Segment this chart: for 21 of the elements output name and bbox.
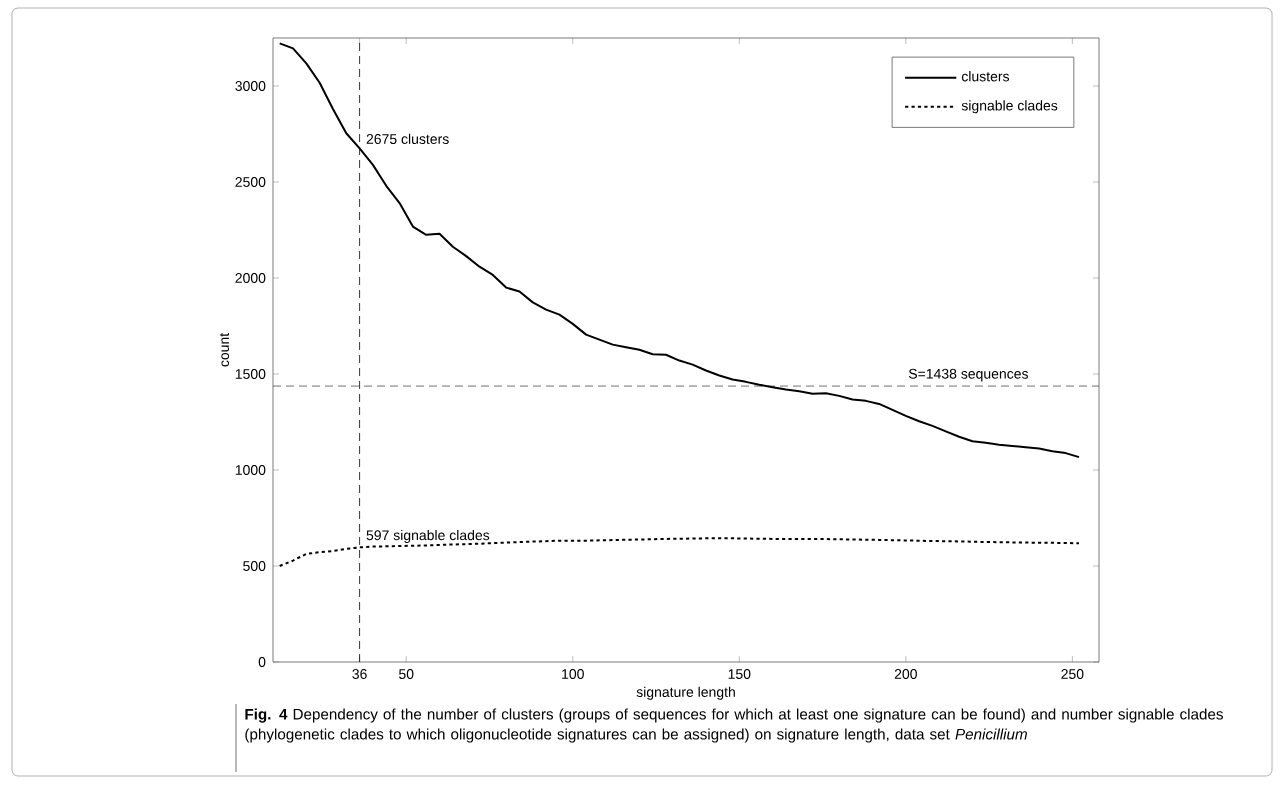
y-tick-label: 500	[243, 561, 266, 571]
y-tick-label: 1500	[235, 369, 266, 379]
annotation: 2675 clusters	[366, 133, 449, 144]
x-tick-label: 50	[399, 669, 414, 679]
y-tick-label: 2000	[235, 273, 266, 283]
ref-line-label: S=1438 sequences	[908, 368, 1028, 382]
y-tick-label: 0	[258, 657, 266, 667]
x-tick-label: 36	[352, 669, 367, 679]
legend-label: signable clades	[961, 100, 1058, 114]
y-tick-label: 3000	[235, 81, 266, 91]
x-tick-label: 150	[728, 669, 751, 679]
y-tick-label: 1000	[235, 465, 266, 475]
y-axis-title: count	[219, 332, 230, 367]
x-axis-title: signature length	[636, 686, 735, 700]
legend-label: clusters	[961, 71, 1010, 82]
x-tick-label: 100	[562, 669, 584, 679]
text: Fig. 4 Dependency of the number of clusters (groups of sequences for which at least one signature can be found) and number signable clades (phylogenetic clades to which oligonucleotide signatures can be assigned) on signature length, data set Penicillium	[245, 708, 1223, 743]
annotation: 597 signable clades	[366, 529, 490, 543]
x-tick-label: 200	[894, 669, 917, 679]
x-tick-label: 250	[1061, 669, 1084, 679]
y-tick-label: 2500	[235, 177, 266, 187]
